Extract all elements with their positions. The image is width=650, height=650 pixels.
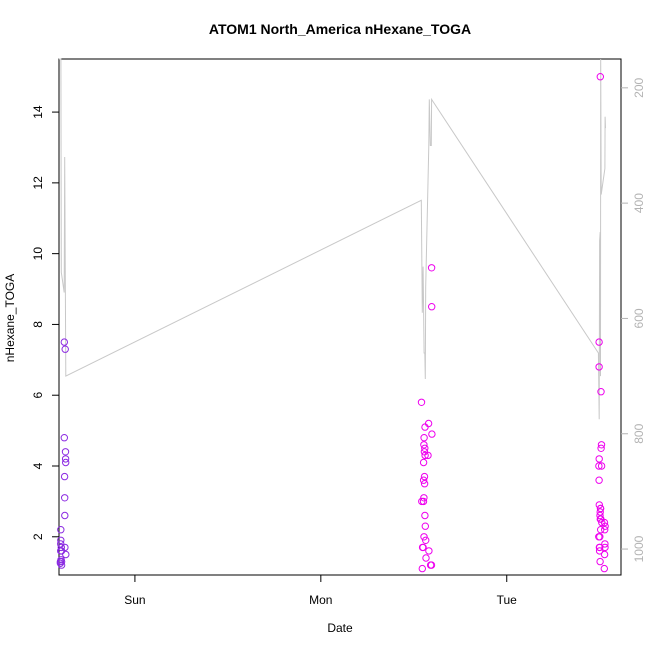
x-tick-label: Sun xyxy=(124,593,145,607)
data-point xyxy=(596,511,604,520)
data-point xyxy=(597,462,606,470)
data-point xyxy=(62,550,70,559)
data-point xyxy=(595,363,603,371)
y2-axis: 200 400 600 800 1000 xyxy=(621,77,646,562)
data-point xyxy=(595,547,604,555)
y2-tick-label: 1000 xyxy=(632,535,646,562)
data-point xyxy=(597,441,606,449)
data-point xyxy=(420,441,428,449)
x-axis: Sun Mon Tue xyxy=(124,575,517,607)
x-tick-label: Mon xyxy=(309,593,332,607)
data-point xyxy=(418,564,426,573)
data-point xyxy=(428,430,436,438)
data-point xyxy=(61,345,69,353)
data-point xyxy=(60,338,69,346)
data-point xyxy=(57,557,66,566)
data-point xyxy=(425,547,433,555)
data-point xyxy=(61,543,69,552)
data-point xyxy=(596,504,605,513)
data-point xyxy=(419,497,428,506)
y-tick-label: 14 xyxy=(31,105,45,119)
data-point xyxy=(595,455,603,463)
data-point xyxy=(61,448,70,456)
y-axis: 2 4 6 8 10 12 14 xyxy=(31,105,59,540)
chart-title: ATOM1 North_America nHexane_TOGA xyxy=(209,21,471,37)
data-point xyxy=(424,419,433,428)
data-point xyxy=(424,451,432,460)
data-point xyxy=(596,557,604,566)
data-point xyxy=(596,543,604,552)
data-point xyxy=(595,338,603,346)
data-point xyxy=(595,501,603,509)
altitude-line xyxy=(59,58,606,420)
data-point xyxy=(420,434,428,442)
data-point xyxy=(595,476,603,484)
data-point xyxy=(56,559,65,567)
data-point xyxy=(419,476,428,484)
y2-tick-label: 200 xyxy=(632,77,646,97)
data-point xyxy=(597,388,605,396)
data-point xyxy=(421,522,429,530)
x-axis-label: Date xyxy=(327,621,353,635)
y2-tick-label: 800 xyxy=(632,423,646,443)
data-point xyxy=(595,462,603,470)
y2-tick-label: 600 xyxy=(632,308,646,328)
y-tick-label: 2 xyxy=(31,533,45,540)
y-tick-label: 8 xyxy=(31,321,45,328)
y-tick-label: 4 xyxy=(31,462,45,469)
y-tick-label: 6 xyxy=(31,392,45,399)
scatter-series xyxy=(56,73,609,573)
data-point xyxy=(61,455,70,463)
data-point xyxy=(596,508,604,516)
data-point xyxy=(597,444,605,452)
data-point xyxy=(420,494,428,502)
data-point xyxy=(61,511,69,520)
y-tick-label: 10 xyxy=(31,247,45,261)
data-point xyxy=(421,423,429,431)
data-point xyxy=(420,533,428,541)
y-tick-label: 12 xyxy=(31,176,45,190)
x-tick-label: Tue xyxy=(497,593,518,607)
data-point xyxy=(419,543,427,552)
y-axis-label: nHexane_TOGA xyxy=(3,274,17,363)
data-point xyxy=(427,561,436,569)
data-point xyxy=(57,536,65,544)
data-point xyxy=(422,554,430,562)
data-point xyxy=(421,444,429,452)
data-point xyxy=(57,561,66,569)
line-series xyxy=(59,58,606,420)
data-point xyxy=(420,480,429,488)
data-point xyxy=(421,451,429,460)
plot-box xyxy=(58,58,622,576)
data-point xyxy=(60,494,69,502)
data-point xyxy=(600,550,609,559)
data-point xyxy=(428,303,436,311)
data-point xyxy=(417,398,426,406)
data-point xyxy=(57,543,65,552)
y2-tick-label: 400 xyxy=(632,193,646,213)
data-point xyxy=(421,511,429,520)
data-point xyxy=(600,564,608,573)
data-point xyxy=(596,73,604,81)
data-point xyxy=(600,518,609,527)
data-point xyxy=(60,472,69,481)
data-point xyxy=(422,536,430,544)
data-point xyxy=(57,526,65,534)
data-point xyxy=(420,472,429,481)
data-point xyxy=(419,458,428,467)
data-point xyxy=(601,526,609,534)
data-point xyxy=(60,434,69,442)
data-point xyxy=(601,543,609,552)
data-point xyxy=(601,522,609,530)
data-point xyxy=(61,458,70,467)
data-point xyxy=(596,533,604,541)
data-point xyxy=(601,540,609,548)
data-point xyxy=(427,264,436,272)
